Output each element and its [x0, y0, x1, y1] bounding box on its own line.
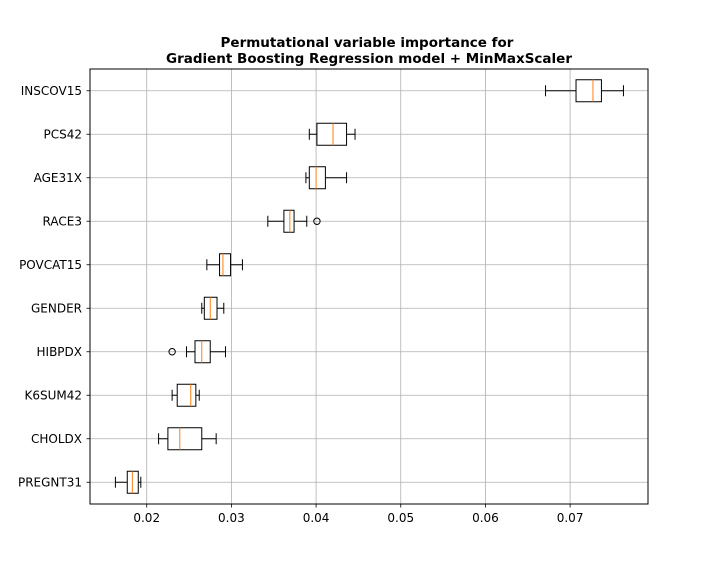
- y-tick-label: PREGNT31: [18, 475, 82, 489]
- grid: [90, 69, 648, 504]
- plot-frame: [89, 68, 649, 505]
- box-pcs42: [308, 122, 356, 146]
- box-iqr: [167, 427, 203, 451]
- box-povcat15: [206, 253, 243, 277]
- y-tick-label: GENDER: [31, 301, 82, 315]
- box-iqr: [176, 383, 197, 407]
- y-tick-label: INSCOV15: [21, 84, 82, 98]
- axes: 0.02 0.03 0.04 0.05 0.06 0.07 INSCOV15 PCS42 AGE…: [18, 84, 583, 525]
- box-iqr: [219, 253, 232, 277]
- box-choldx: [158, 427, 217, 451]
- y-tick-label: PCS42: [43, 127, 82, 141]
- box-iqr: [575, 79, 602, 103]
- y-tick-label: K6SUM42: [24, 388, 82, 402]
- box-gender: [201, 296, 225, 320]
- chart-title-line-2: Gradient Boosting Regression model + Min…: [166, 51, 572, 67]
- box-iqr: [194, 340, 211, 364]
- box-race3: [267, 209, 321, 233]
- box-age31x: [305, 166, 348, 190]
- y-tick-label: CHOLDX: [31, 432, 82, 446]
- y-tick-label: RACE3: [43, 214, 82, 228]
- box-iqr: [316, 122, 348, 146]
- y-tick-label: HIBPDX: [37, 345, 83, 359]
- y-tick-label: AGE31X: [34, 171, 82, 185]
- chart-title-line-1: Permutational variable importance for: [221, 35, 514, 51]
- box-iqr: [283, 209, 295, 233]
- box-pregnt31: [114, 470, 142, 494]
- x-tick-label: 0.05: [387, 511, 414, 525]
- x-tick-label: 0.06: [472, 511, 499, 525]
- x-tick-label: 0.02: [133, 511, 160, 525]
- box-inscov15: [545, 79, 624, 103]
- outlier-point: [168, 348, 176, 356]
- outlier-point: [313, 217, 321, 225]
- x-tick-label: 0.03: [218, 511, 245, 525]
- x-tick-label: 0.04: [303, 511, 330, 525]
- box-hibpdx: [168, 340, 226, 364]
- x-tick-label: 0.07: [557, 511, 584, 525]
- box-k6sum42: [171, 383, 200, 407]
- boxes: [114, 79, 624, 494]
- y-tick-label: POVCAT15: [19, 258, 82, 272]
- box-iqr: [308, 166, 326, 190]
